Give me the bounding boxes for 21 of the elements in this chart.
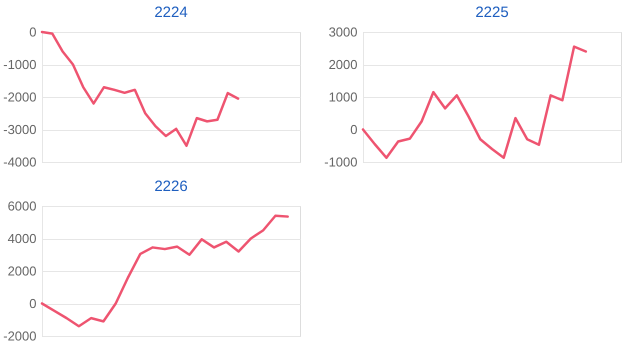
line-series [40,214,289,328]
y-tick-label: 6000 [8,198,36,214]
y-tick-label: -4000 [3,154,36,170]
line-series [40,30,240,147]
y-tick-label: 0 [29,296,36,311]
y-tick-label: -1000 [324,154,358,170]
chart-title: 2226 [154,178,188,195]
y-tick-label: 2000 [328,57,358,72]
y-tick-label: 0 [29,24,36,40]
chart-title: 2224 [154,4,188,21]
line-series [362,45,588,160]
y-tick-label: 1000 [328,90,358,104]
y-tick-label: -1000 [3,57,36,72]
y-tick-label: 0 [350,122,358,137]
y-tick-label: -2000 [3,90,36,104]
y-tick-label: 4000 [8,231,36,246]
chart-title: 2225 [475,4,509,21]
y-tick-label: 3000 [328,24,358,40]
y-tick-label: 2000 [8,264,36,278]
y-tick-label: -3000 [3,122,36,137]
y-tick-label: -2000 [3,328,36,344]
